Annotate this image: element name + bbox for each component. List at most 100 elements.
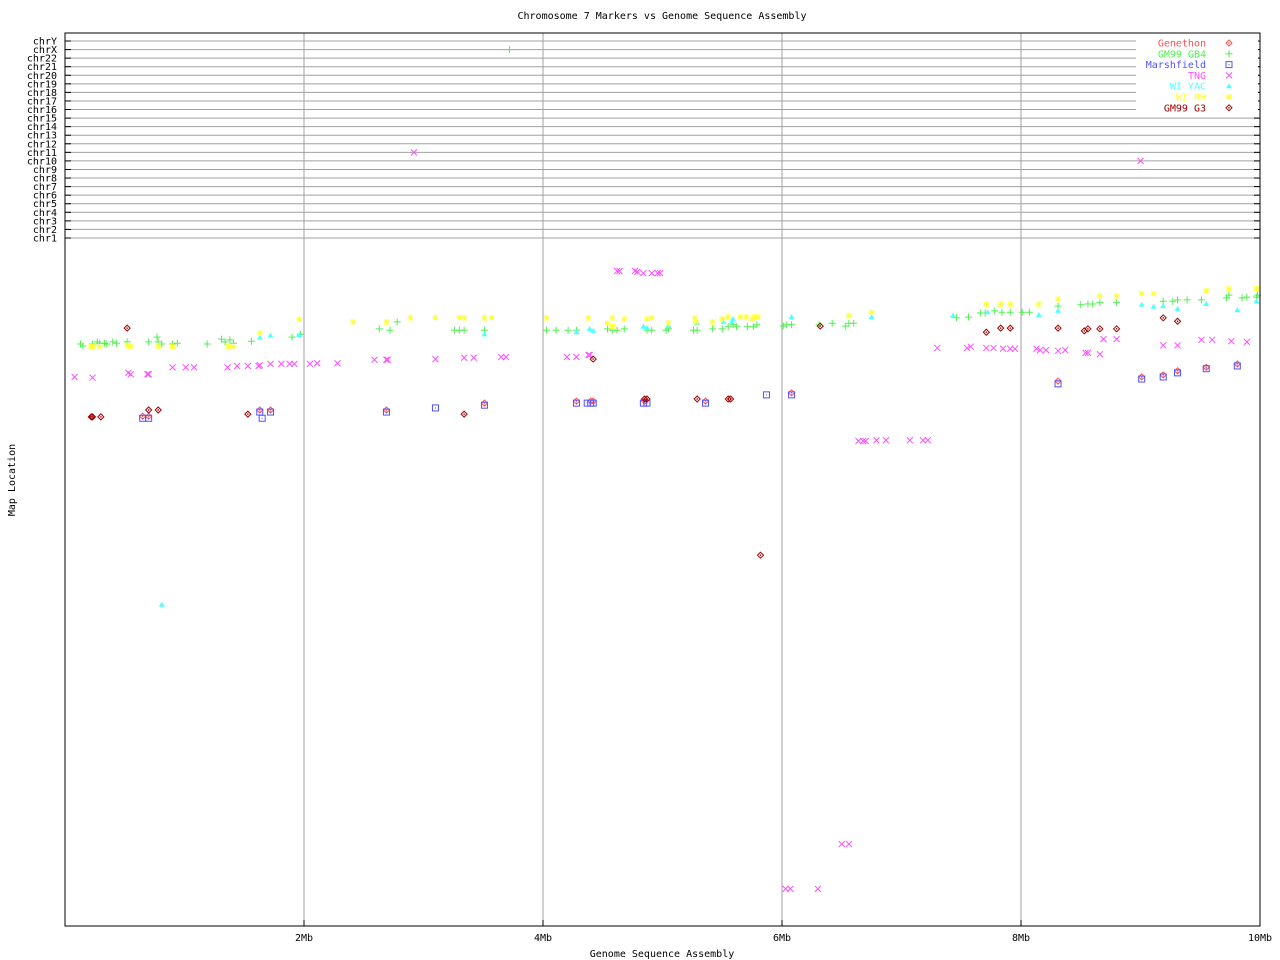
point-marshfield [1233, 362, 1241, 370]
y-tick-label: chr6 [33, 191, 57, 202]
legend-label-genethon: Genethon [1158, 39, 1206, 50]
point-wi-yac [1234, 307, 1241, 313]
legend-label-tng: TNG [1188, 71, 1206, 82]
y-tick-label: chr3 [33, 216, 57, 227]
point-wi-rh [543, 314, 550, 321]
point-marshfield [1054, 380, 1062, 388]
point-gm99-gb4 [991, 307, 999, 315]
point-tng [924, 436, 932, 444]
point-gm99-g3 [460, 410, 468, 418]
point-tng [306, 360, 314, 368]
series-wi-rh [88, 285, 1260, 350]
point-gm99-gb4 [112, 339, 120, 347]
point-tng [640, 269, 647, 277]
point-gm99-gb4 [964, 313, 972, 321]
point-gm99-gb4 [393, 318, 401, 326]
point-tng [967, 343, 975, 351]
point-tng [1042, 346, 1050, 354]
point-tng [1096, 350, 1104, 358]
y-tick-label: chr16 [27, 105, 57, 116]
point-gm99-g3 [982, 328, 991, 336]
point-tng [383, 356, 390, 364]
point-marshfield [589, 399, 597, 407]
legend-background [1136, 36, 1258, 114]
point-gm99-gb4 [753, 321, 761, 329]
point-wi-yac [984, 309, 991, 315]
point-tng [787, 885, 794, 893]
point-tng [1174, 341, 1181, 349]
point-gm99-gb4 [543, 326, 551, 334]
point-tng [224, 363, 231, 371]
point-wi-yac [1150, 303, 1157, 309]
point-tng [432, 355, 439, 363]
point-marshfield [1138, 375, 1146, 383]
point-gm99-gb4 [375, 325, 383, 333]
point-wi-yac [788, 314, 795, 320]
y-tick-label: chr1 [33, 234, 57, 245]
point-gm99-g3 [756, 551, 765, 559]
point-marshfield [431, 404, 439, 412]
point-gm99-gb4 [203, 340, 211, 348]
point-tng [845, 840, 853, 848]
point-tng [1061, 346, 1069, 354]
point-gm99-g3 [1084, 325, 1092, 333]
point-wi-rh [407, 314, 414, 321]
point-tng [1243, 338, 1251, 346]
point-wi-rh [349, 318, 356, 325]
point-tng [933, 344, 941, 352]
y-tick-label: chr11 [27, 148, 57, 159]
point-gm99-gb4 [749, 323, 757, 331]
series-gm99-g3 [87, 314, 1182, 559]
point-wi-rh [983, 301, 990, 308]
point-tng [573, 353, 580, 361]
point-tng-chr10 [1137, 157, 1144, 165]
point-gm99-g3 [693, 395, 701, 403]
point-wi-rh [643, 316, 650, 323]
point-tng [1159, 341, 1167, 349]
point-wi-rh [1055, 296, 1062, 303]
point-wi-yac [1138, 301, 1145, 307]
point-wi-rh [1225, 285, 1232, 292]
point-gm99-gb4 [841, 322, 849, 330]
point-gm99-gb4 [173, 339, 181, 347]
plot-frame [64, 32, 1261, 927]
point-tng [267, 360, 274, 368]
point-marshfield [702, 399, 710, 407]
point-wi-rh [737, 314, 744, 321]
legend-label-marshfield: Marshfield [1146, 60, 1206, 71]
series-genethon [138, 360, 1242, 420]
point-tng [982, 344, 990, 352]
point-tng [144, 370, 151, 378]
point-gm99-gb4 [850, 319, 858, 327]
point-wi-rh [709, 318, 716, 325]
point-tng [631, 267, 639, 275]
point-gm99-g3 [726, 395, 735, 403]
point-gm99-gb4 [1113, 299, 1121, 307]
point-gm99-gb4 [1089, 300, 1097, 308]
point-gm99-gb4 [709, 325, 717, 333]
point-gm99-g3 [1054, 324, 1062, 332]
point-wi-rh [692, 318, 699, 325]
point-tng [286, 360, 294, 368]
point-gm99-g3 [1159, 314, 1167, 322]
series-marshfield [139, 362, 1241, 422]
point-wi-rh [604, 320, 611, 327]
point-wi-rh [743, 314, 750, 321]
point-gm99-gb4 [1174, 296, 1182, 304]
y-tick-label: chr4 [33, 208, 57, 219]
point-wi-rh [256, 329, 263, 336]
point-tng [89, 374, 96, 382]
y-tick-label: chr18 [27, 88, 57, 99]
point-gm99-gb4 [1238, 294, 1246, 302]
point-marshfield [572, 399, 580, 407]
point-tng [190, 363, 198, 371]
legend-marker-gm99-g3 [1225, 104, 1233, 112]
point-tng [855, 437, 862, 445]
point-tng [460, 354, 468, 362]
y-tick-label: chr20 [27, 71, 57, 82]
point-wi-rh [225, 343, 232, 350]
chart-title: Chromosome 7 Markers vs Genome Sequence … [518, 11, 807, 22]
point-gm99-gb4-chrX [506, 46, 514, 54]
point-tng [586, 351, 593, 359]
point-tng [334, 359, 341, 367]
